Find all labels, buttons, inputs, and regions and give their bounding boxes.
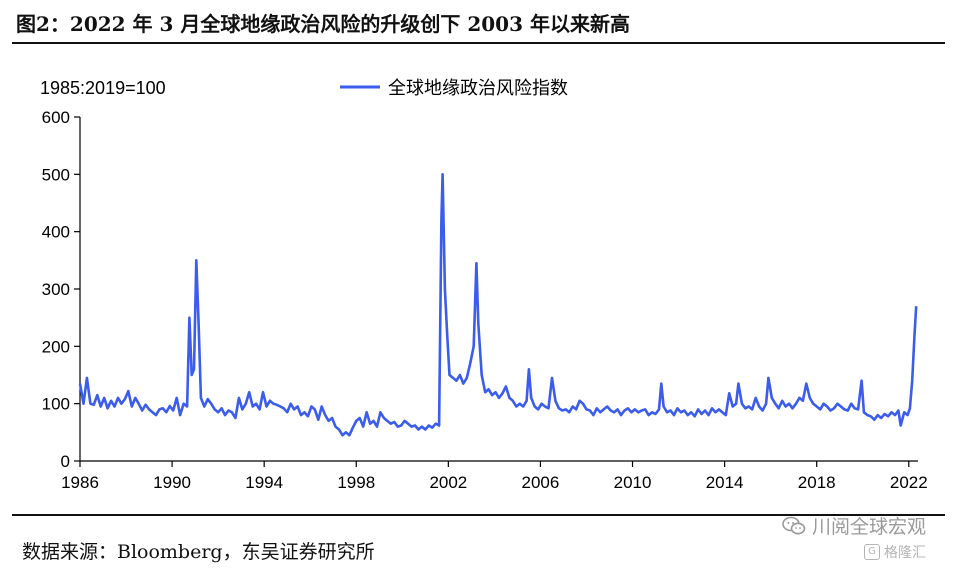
watermark: 川阅全球宏观	[782, 512, 926, 539]
x-tick-label: 2014	[706, 473, 744, 492]
y-axis-ticks: 0 100 200 300 400 500 600	[42, 108, 80, 471]
x-tick-label: 2002	[429, 473, 467, 492]
x-tick-label: 1986	[61, 473, 99, 492]
watermark2-text: 格隆汇	[884, 545, 926, 561]
unit-label: 1985:2019=100	[40, 78, 166, 98]
x-tick-label: 2010	[614, 473, 652, 492]
x-axis-ticks: 1986 1990 1994 1998 2002 2006 2010 2014 2018 2022	[61, 461, 928, 492]
source-note: 数据来源：Bloomberg，东吴证券研究所	[22, 541, 375, 563]
y-tick-label: 200	[42, 337, 70, 356]
y-tick-label: 300	[42, 280, 70, 299]
x-tick-label: 1994	[245, 473, 283, 492]
series-line-geopolitical-risk-index	[78, 173, 918, 437]
wechat-icon	[782, 516, 806, 534]
y-tick-label: 600	[42, 108, 70, 127]
y-tick-label: 0	[61, 452, 70, 471]
figure-title: 图2：2022 年 3 月全球地缘政治风险的升级创下 2003 年以来新高	[16, 12, 630, 36]
y-tick-label: 400	[42, 223, 70, 242]
x-tick-label: 2006	[522, 473, 560, 492]
y-tick-label: 500	[42, 165, 70, 184]
x-tick-label: 2018	[798, 473, 836, 492]
gelonghui-logo-icon: G	[864, 544, 880, 560]
y-tick-label: 100	[42, 395, 70, 414]
legend-label: 全球地缘政治风险指数	[388, 78, 568, 98]
top-rule	[12, 42, 945, 44]
x-tick-label: 1990	[153, 473, 191, 492]
bottom-rule	[12, 514, 945, 516]
legend: 全球地缘政治风险指数	[340, 78, 568, 98]
x-tick-label: 1998	[337, 473, 375, 492]
watermark-gelonghui: G 格隆汇	[864, 542, 926, 562]
watermark-text: 川阅全球宏观	[811, 516, 926, 538]
x-tick-label: 2022	[890, 473, 928, 492]
